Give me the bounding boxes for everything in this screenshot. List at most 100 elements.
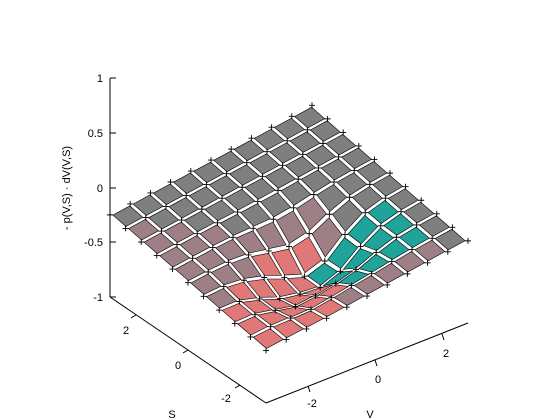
surface-marker (256, 295, 263, 302)
surface-marker (292, 303, 299, 310)
surface-marker (465, 237, 471, 244)
surface-patch (235, 230, 267, 254)
surface-patch (291, 236, 323, 274)
surface-marker (243, 159, 250, 166)
surface-patch (261, 298, 294, 310)
surface-marker (340, 129, 347, 136)
surface-marker (263, 347, 269, 354)
v-axis: -2 0 2 V (265, 322, 469, 420)
surface-marker (444, 248, 451, 255)
surface-marker (418, 197, 425, 204)
surface-marker (306, 230, 313, 237)
surface-patch (271, 248, 303, 276)
surface-marker (382, 195, 389, 202)
z-tick-label: -1 (93, 292, 103, 304)
surface-marker (198, 206, 205, 213)
surface-marker (342, 231, 348, 238)
surface-marker (384, 281, 391, 288)
surface-marker (373, 249, 380, 256)
surface-patch (241, 299, 274, 314)
surface-marker (429, 235, 436, 242)
surface-marker (223, 170, 230, 177)
surface-marker (290, 204, 297, 211)
surface-marker (234, 209, 241, 216)
surface-patch (230, 256, 262, 279)
surface-marker (387, 170, 393, 177)
surface-marker (261, 274, 268, 281)
s-tick-label: -2 (221, 393, 231, 405)
surface-marker (216, 307, 223, 314)
surface-marker (377, 222, 384, 229)
surface-marker (297, 290, 303, 297)
surface-marker (326, 211, 333, 218)
surface-marker (331, 179, 337, 186)
surface-marker (241, 277, 247, 284)
surface-marker (265, 247, 272, 254)
surface-patch (322, 270, 354, 287)
surface-marker (225, 259, 232, 266)
surface-marker (424, 259, 431, 266)
surface-marker (122, 225, 129, 232)
surface-marker (449, 224, 456, 231)
surface-patch (275, 210, 307, 244)
v-tick-label: 0 (375, 374, 381, 386)
surface-marker (219, 195, 225, 202)
v-tick-label: -2 (307, 398, 317, 410)
surface-patch (362, 227, 395, 251)
surface-marker (228, 146, 235, 153)
surface-marker (362, 209, 369, 216)
surface-marker (433, 210, 440, 217)
surface-marker (178, 217, 185, 224)
surface-marker (335, 153, 342, 160)
surface-marker (321, 257, 328, 264)
surface-markers (107, 102, 471, 354)
surface-patch (337, 270, 370, 285)
surface-marker (245, 251, 252, 258)
surface-marker (127, 200, 134, 207)
surface-marker (208, 157, 214, 164)
s-axis: 2 0 -2 S (109, 296, 267, 420)
surface-marker (107, 211, 113, 218)
surface-marker (357, 243, 364, 250)
surface-marker (393, 234, 400, 241)
surface-marker (413, 221, 420, 228)
surface-marker (209, 244, 216, 251)
surface-marker (200, 293, 207, 300)
surface-marker (284, 137, 291, 144)
surface-patch (317, 284, 350, 297)
surface-marker (402, 183, 409, 190)
surface-marker (371, 156, 378, 163)
surface-patch (226, 281, 258, 301)
surface-patch (260, 192, 292, 218)
z-axis-label: - p(V,S) · dV(V,S) (61, 146, 73, 230)
surface-marker (142, 214, 149, 221)
surface-marker (158, 228, 165, 235)
surface-marker (169, 266, 176, 273)
surface-marker (332, 280, 339, 287)
surface-patch (266, 278, 298, 298)
surface-marker (353, 266, 359, 273)
surface-marker (288, 113, 295, 120)
surface-marker (283, 336, 290, 343)
surface-marker (247, 333, 254, 340)
v-tick-label: 2 (443, 348, 449, 360)
surface-marker (323, 315, 330, 322)
surface-marker (398, 208, 404, 215)
s-axis-label: S (168, 409, 175, 420)
surface-marker (324, 115, 331, 122)
surface-marker (138, 238, 145, 245)
surface-marker (153, 252, 160, 259)
surface-patch (210, 264, 242, 286)
surface-patch (302, 284, 334, 296)
surface-marker (301, 273, 308, 280)
surface-marker (286, 243, 292, 250)
surface-marker (167, 179, 174, 186)
surface-marker (317, 284, 324, 291)
surface-patch (327, 237, 359, 269)
surface-marker (185, 279, 191, 286)
surface-patch (219, 213, 251, 236)
surface-marker (404, 270, 411, 277)
surface-marker (295, 176, 302, 183)
surface-marker (364, 293, 370, 300)
